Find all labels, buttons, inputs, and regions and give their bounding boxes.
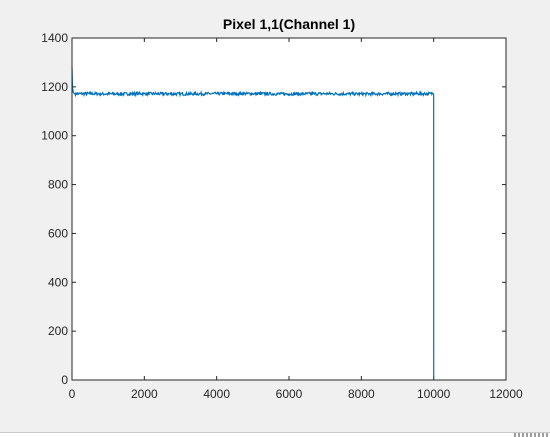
axes-background — [72, 38, 506, 380]
y-axis-ticks: 0 200 400 600 800 1000 1200 1400 — [41, 31, 506, 387]
y-tick-label: 600 — [48, 226, 68, 240]
window-bottom-edge — [0, 432, 550, 437]
x-tick-label: 8000 — [348, 387, 375, 401]
y-tick-label: 200 — [48, 324, 68, 338]
y-tick-label: 1000 — [41, 129, 68, 143]
x-tick-label: 0 — [69, 387, 76, 401]
y-tick-label: 1200 — [41, 80, 68, 94]
resize-grip-icon[interactable] — [514, 433, 548, 437]
y-tick-label: 1400 — [41, 31, 68, 45]
y-tick-label: 400 — [48, 275, 68, 289]
y-tick-label: 800 — [48, 178, 68, 192]
y-tick-label: 0 — [61, 373, 68, 387]
x-tick-label: 12000 — [489, 387, 523, 401]
series-line — [71, 67, 435, 381]
axes-box — [71, 37, 507, 381]
x-tick-label: 6000 — [276, 387, 303, 401]
x-axis-ticks: 0 2000 4000 6000 8000 10000 12000 — [69, 38, 523, 401]
x-tick-label: 4000 — [203, 387, 230, 401]
x-tick-label: 2000 — [131, 387, 158, 401]
chart-title: Pixel 1,1(Channel 1) — [223, 16, 355, 32]
x-tick-label: 10000 — [417, 387, 451, 401]
series-layer — [71, 67, 435, 381]
